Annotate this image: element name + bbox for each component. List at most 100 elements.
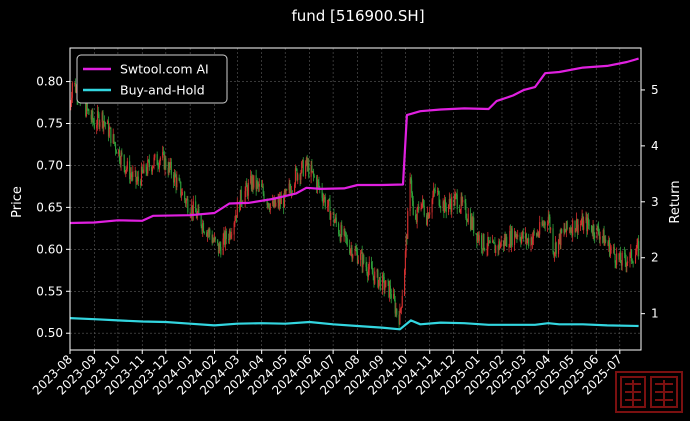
candle-body bbox=[115, 150, 117, 154]
candle-body bbox=[135, 170, 137, 183]
candle-body bbox=[432, 195, 434, 200]
candle-body bbox=[521, 236, 523, 243]
candle-body bbox=[557, 239, 560, 254]
candle-body bbox=[433, 189, 435, 196]
candle-body bbox=[356, 250, 358, 252]
candle-body bbox=[404, 269, 406, 297]
candle-body bbox=[530, 237, 532, 247]
candle-body bbox=[296, 168, 298, 181]
candle-body bbox=[546, 224, 549, 226]
candle-body bbox=[352, 254, 354, 259]
candle-body bbox=[148, 160, 150, 167]
candle-body bbox=[372, 274, 374, 276]
candle-body bbox=[334, 221, 336, 224]
candle-body bbox=[179, 180, 181, 182]
candle-body bbox=[156, 154, 158, 165]
candle-body bbox=[164, 158, 166, 170]
candle-body bbox=[411, 180, 413, 193]
candle-body bbox=[180, 181, 182, 196]
candle-body bbox=[440, 207, 442, 209]
candle-body bbox=[125, 170, 127, 174]
candle-body bbox=[450, 203, 452, 212]
candle-body bbox=[339, 235, 341, 242]
candle-body bbox=[543, 222, 545, 226]
candle-body bbox=[536, 233, 538, 236]
candle-body bbox=[393, 294, 395, 300]
candle-body bbox=[586, 217, 588, 232]
candle-body bbox=[154, 154, 156, 158]
candle-body bbox=[522, 231, 524, 239]
candle-body bbox=[151, 166, 153, 172]
candle-body bbox=[284, 190, 286, 194]
candle-body bbox=[559, 233, 561, 246]
candle-body bbox=[251, 176, 253, 190]
candle-body bbox=[576, 219, 578, 229]
candle-body bbox=[599, 236, 601, 240]
candle-body bbox=[499, 244, 501, 249]
candle-body bbox=[255, 175, 257, 190]
candle-body bbox=[428, 214, 430, 219]
candle-body bbox=[323, 199, 325, 204]
candle-body bbox=[379, 277, 381, 290]
candle-body bbox=[629, 252, 631, 262]
candle-body bbox=[550, 228, 552, 230]
candle-body bbox=[465, 203, 467, 219]
candle-body bbox=[328, 199, 330, 201]
candle-body bbox=[360, 251, 362, 254]
candle-body bbox=[478, 235, 480, 241]
candle-body bbox=[262, 186, 264, 194]
candle-body bbox=[377, 270, 379, 288]
candle-body bbox=[539, 222, 541, 235]
candle-body bbox=[563, 228, 565, 233]
candle-body bbox=[145, 164, 147, 172]
candle-body bbox=[448, 204, 450, 212]
candle-body bbox=[488, 236, 490, 243]
candle-body bbox=[547, 216, 549, 225]
candle-body bbox=[627, 261, 629, 264]
candle-body bbox=[594, 235, 596, 238]
candle-body bbox=[631, 261, 633, 263]
candle-body bbox=[477, 234, 479, 241]
candle-body bbox=[481, 235, 483, 249]
candle-body bbox=[411, 192, 413, 201]
candle-body bbox=[119, 160, 121, 165]
candle-body bbox=[423, 205, 425, 216]
candle-body bbox=[277, 198, 279, 203]
candle-body bbox=[104, 122, 106, 125]
candle-body bbox=[467, 213, 469, 222]
candle-body bbox=[412, 200, 414, 215]
candle-body bbox=[554, 252, 556, 256]
candle-body bbox=[306, 157, 308, 167]
candle-body bbox=[206, 231, 208, 237]
candle-body bbox=[113, 134, 115, 143]
candle-body bbox=[234, 220, 236, 223]
candle-body bbox=[88, 109, 90, 115]
candle-body bbox=[503, 240, 505, 247]
candle-body bbox=[327, 199, 329, 207]
candle-body bbox=[130, 173, 132, 176]
candle-body bbox=[257, 183, 260, 187]
candle-body bbox=[459, 209, 461, 213]
candle-body bbox=[297, 174, 299, 181]
candle-body bbox=[239, 201, 241, 211]
candle-body bbox=[362, 255, 364, 268]
candle-body bbox=[535, 233, 538, 236]
candle-body bbox=[250, 175, 252, 190]
candle-body bbox=[261, 183, 263, 188]
candle-body bbox=[317, 180, 319, 183]
candle-body bbox=[236, 201, 238, 218]
y-axis-right-title: Return bbox=[668, 180, 683, 223]
candle-body bbox=[565, 231, 567, 233]
candle-body bbox=[273, 198, 275, 207]
candle-body bbox=[112, 134, 114, 143]
candle-body bbox=[167, 167, 169, 174]
candle-body bbox=[213, 237, 216, 242]
candle-body bbox=[158, 166, 160, 168]
candle-body bbox=[288, 183, 290, 190]
candle-body bbox=[295, 168, 297, 170]
candle-body bbox=[233, 222, 235, 235]
candle-body bbox=[483, 233, 485, 249]
candle-body bbox=[185, 199, 187, 204]
candle-body bbox=[564, 228, 566, 232]
candle-body bbox=[576, 219, 578, 233]
